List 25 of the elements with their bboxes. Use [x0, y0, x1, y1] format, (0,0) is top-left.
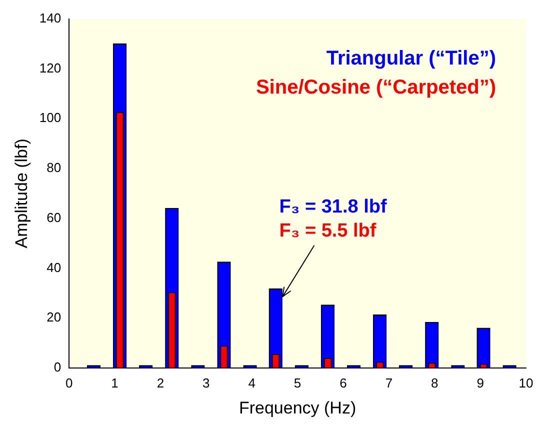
- x-tick-label: 9: [476, 375, 484, 390]
- x-tick-label: 2: [156, 375, 164, 390]
- text: Triangular (“Tile”): [326, 47, 496, 70]
- y-tick-label: 80: [46, 160, 62, 176]
- y-tick-label: 0: [54, 360, 62, 375]
- x-tick-label: 5: [294, 375, 302, 390]
- y-tick-label: 100: [39, 110, 62, 126]
- y-tick-label: 40: [46, 260, 62, 275]
- y-tick-label: 20: [46, 310, 62, 325]
- y-axis-title: Amplitude (lbf): [12, 138, 31, 248]
- x-tick-label: 3: [202, 375, 210, 390]
- annotation: F₃ = 31.8 lbf: [279, 196, 388, 218]
- x-tick-label: 7: [385, 375, 393, 390]
- x-tick-label: 1: [111, 375, 118, 390]
- x-axis-title: Frequency (Hz): [238, 398, 356, 418]
- y-tick-label: 120: [39, 60, 62, 76]
- annotation: F₃ = 5.5 lbf: [279, 220, 377, 242]
- x-tick-label: 4: [248, 375, 256, 390]
- x-tick-label: 10: [518, 375, 534, 390]
- x-tick-label: 0: [65, 375, 73, 390]
- y-tick-label: 140: [39, 10, 62, 26]
- y-tick-label: 60: [46, 210, 62, 225]
- x-tick-label: 8: [431, 375, 438, 390]
- x-tick-label: 6: [340, 375, 347, 390]
- text: Sine/Cosine (“Carpeted”): [256, 76, 496, 98]
